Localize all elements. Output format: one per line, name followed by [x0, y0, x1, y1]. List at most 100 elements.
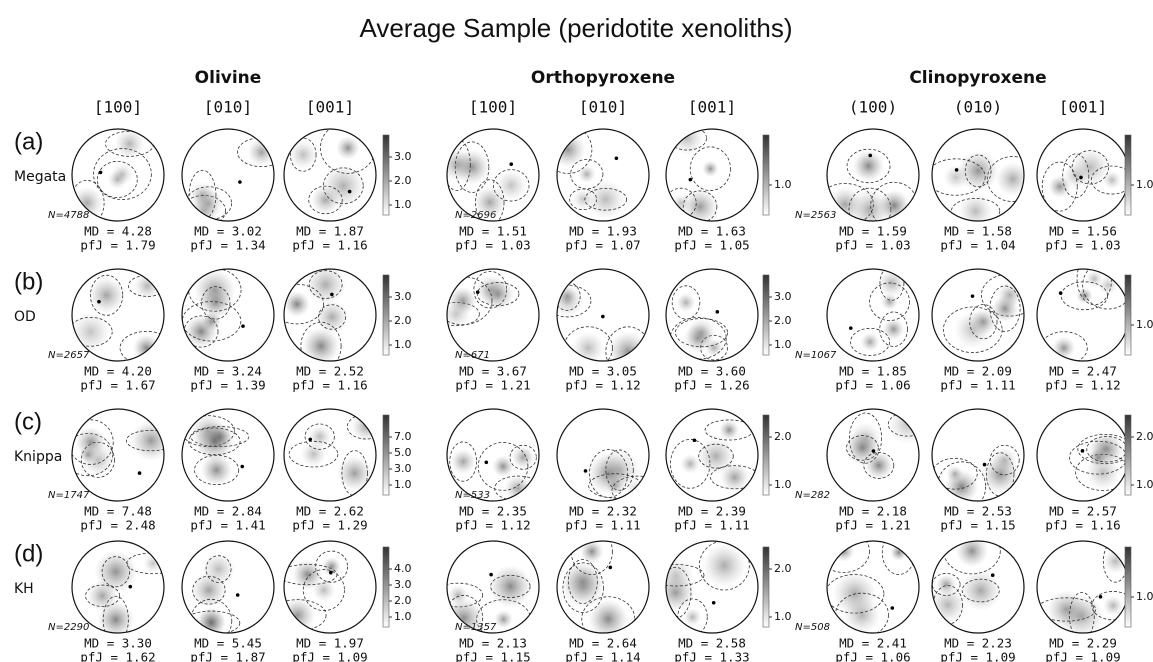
density-blob [585, 179, 626, 220]
pfj-stat: pfJ = 1.03 [455, 238, 530, 253]
density-blob [561, 565, 606, 610]
colorbar-label: 1.0 [774, 610, 792, 623]
contour [557, 129, 593, 174]
contour [986, 452, 1015, 497]
colorbar-label: 1.0 [1136, 178, 1153, 191]
pole-figure [931, 268, 1025, 362]
axis-label: (010) [954, 98, 1002, 117]
colorbar [382, 414, 390, 496]
pfj-stat: pfJ = 1.15 [455, 650, 530, 662]
axis-label: (100) [849, 98, 897, 117]
density-blob [450, 448, 476, 475]
outline [556, 268, 650, 362]
point [484, 460, 489, 465]
density [1040, 269, 1129, 361]
colorbar-label: 2.0 [774, 562, 792, 575]
point [848, 326, 853, 330]
density [182, 413, 250, 486]
contour [477, 442, 529, 491]
point [601, 314, 605, 319]
pfj-stat: pfJ = 1.06 [835, 378, 910, 393]
md-stat: MD = 2.41 [839, 636, 907, 651]
pole-figure [665, 128, 759, 222]
density-blob [322, 557, 341, 577]
pole-figure [446, 128, 540, 222]
point [1079, 175, 1083, 180]
outline [181, 408, 275, 502]
density-blob [882, 318, 905, 341]
outline [556, 128, 650, 222]
md-stat: MD = 1.56 [1049, 224, 1117, 239]
contour [475, 179, 505, 221]
density-blob [86, 580, 119, 612]
axis-label: [100] [94, 98, 142, 117]
md-stat: MD = 1.87 [296, 224, 364, 239]
contour [125, 429, 164, 452]
contour [562, 562, 604, 613]
density-blob [288, 140, 318, 169]
pole-figure [71, 408, 165, 502]
pfj-stat: pfJ = 1.15 [940, 518, 1015, 533]
density-blob [1102, 170, 1122, 190]
contour [863, 452, 895, 479]
pole-figure [556, 268, 650, 362]
density-blob [473, 186, 507, 219]
pfj-stat: pfJ = 1.04 [940, 238, 1015, 253]
md-stat: MD = 2.29 [1049, 636, 1117, 651]
outline [826, 128, 920, 222]
point [489, 572, 493, 577]
mineral-name: Orthopyroxene [531, 68, 675, 88]
density-blob [495, 169, 527, 202]
colorbar-label: 2.0 [394, 314, 412, 327]
density [1069, 432, 1129, 491]
density-blob [315, 300, 349, 334]
pole-figure [931, 128, 1025, 222]
contour [182, 415, 235, 447]
density [284, 269, 349, 361]
outline [71, 128, 165, 222]
density-blob [970, 308, 997, 335]
outline [556, 540, 650, 634]
density-blob [305, 269, 347, 305]
outline [1036, 268, 1130, 362]
pfj-stat: pfJ = 1.07 [565, 238, 640, 253]
density-blob [300, 441, 327, 467]
density-blob [302, 327, 340, 361]
density-blob [511, 445, 535, 469]
colorbar-label: 2.0 [394, 174, 412, 187]
pfj-stat: pfJ = 1.87 [190, 650, 265, 662]
mineral-name: Olivine [195, 68, 262, 88]
density-blob [571, 331, 605, 361]
point [1098, 595, 1103, 599]
colorbar [382, 274, 390, 356]
contour [509, 444, 537, 470]
contour [315, 550, 348, 583]
density-blob [130, 420, 164, 461]
colorbar-label: 2.0 [774, 430, 792, 443]
outline [283, 268, 377, 362]
point [868, 153, 873, 158]
density-blob [200, 454, 233, 486]
contour [289, 137, 317, 172]
contour [827, 541, 870, 573]
row-label: (a) [14, 128, 43, 155]
point [890, 606, 895, 610]
density-blob [960, 570, 1002, 612]
density-blob [864, 451, 893, 480]
point [711, 601, 716, 605]
point [692, 438, 697, 443]
point [954, 168, 959, 172]
colorbar [762, 274, 770, 356]
sample-count: N=2696 [455, 210, 496, 221]
density [932, 444, 1020, 501]
outline [931, 540, 1025, 634]
density [447, 565, 532, 633]
density-blob [860, 332, 880, 352]
density-blob [1086, 270, 1103, 288]
point [509, 162, 514, 166]
density-blob [588, 599, 629, 633]
contour [689, 146, 731, 191]
colorbar [382, 134, 390, 216]
contour [570, 159, 604, 190]
md-stat: MD = 2.62 [296, 504, 364, 519]
